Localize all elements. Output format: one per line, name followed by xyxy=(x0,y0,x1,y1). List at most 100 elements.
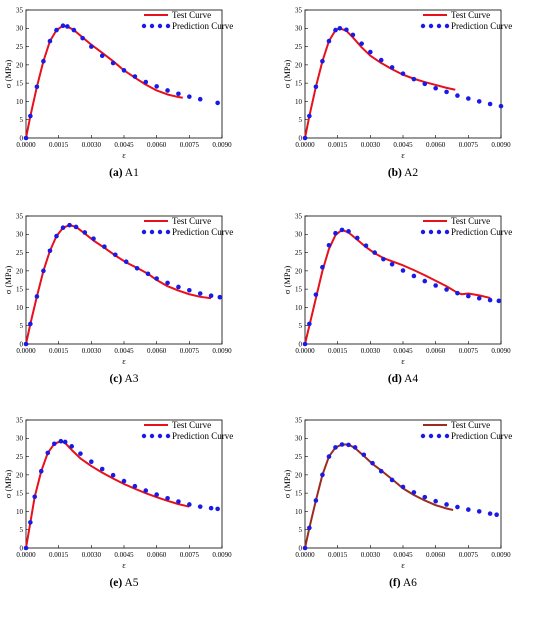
x-tick-label: 0.0090 xyxy=(491,141,511,149)
series-prediction-point xyxy=(339,442,345,447)
caption-letter: (d) xyxy=(388,373,402,385)
series-prediction-point xyxy=(363,243,369,248)
y-tick-label: 10 xyxy=(16,304,24,312)
x-tick-label: 0.0075 xyxy=(180,141,200,149)
series-prediction-point xyxy=(400,484,406,490)
series-test-curve-line xyxy=(25,24,183,139)
series-prediction-point xyxy=(217,294,223,300)
x-tick-label: 0.0015 xyxy=(49,551,69,559)
panel-caption: (c) A3 xyxy=(109,373,138,385)
series-prediction-point xyxy=(354,235,360,241)
x-tick-label: 0.0030 xyxy=(82,551,102,559)
series-prediction-point xyxy=(378,468,384,474)
x-tick-label: 0.0060 xyxy=(147,141,167,149)
series-prediction-point xyxy=(60,23,66,29)
series-prediction-point xyxy=(28,321,33,327)
series-prediction-point xyxy=(400,268,406,273)
x-tick-label: 0.0045 xyxy=(114,551,134,559)
series-prediction-point xyxy=(476,295,482,301)
legend-prediction-swatch-dot xyxy=(157,433,163,439)
y-tick-label: 35 xyxy=(295,6,303,14)
y-tick-label: 10 xyxy=(295,508,303,516)
series-prediction-point xyxy=(89,459,94,464)
series-prediction-point xyxy=(444,89,449,95)
series-prediction-point xyxy=(411,76,417,82)
series-prediction-point xyxy=(82,230,88,235)
y-axis-label: σ (MPa) xyxy=(3,60,13,89)
legend-test-label: Test Curve xyxy=(172,420,211,430)
legend-prediction-swatch-dot xyxy=(149,23,155,29)
series-prediction-point xyxy=(58,438,64,444)
panel-a4: 0 5 10 15 20 25 30 35 0.0000 0.0015 0.0030 0.0045 0.… xyxy=(282,212,512,385)
y-tick-label: 25 xyxy=(16,453,24,461)
x-tick-label: 0.0075 xyxy=(180,347,200,355)
series-prediction-point xyxy=(47,248,53,254)
series-prediction-point xyxy=(381,256,386,262)
legend-prediction-swatch-dot xyxy=(420,433,426,439)
series-prediction-point xyxy=(307,321,312,327)
series-prediction-point xyxy=(187,287,192,293)
series-prediction-point xyxy=(78,451,83,456)
y-tick-label: 0 xyxy=(299,340,303,348)
y-tick-label: 20 xyxy=(16,471,24,479)
legend-test-label: Test Curve xyxy=(451,216,490,226)
series-prediction-point xyxy=(176,91,181,97)
legend-prediction-swatch-dot xyxy=(165,433,171,439)
y-tick-label: 5 xyxy=(299,526,303,534)
series-prediction-point xyxy=(102,244,107,250)
x-tick-label: 0.0060 xyxy=(426,347,446,355)
x-tick-label: 0.0030 xyxy=(361,347,381,355)
y-tick-label: 35 xyxy=(16,416,24,424)
x-tick-label: 0.0015 xyxy=(49,141,69,149)
series-prediction-point xyxy=(487,101,493,107)
y-tick-label: 20 xyxy=(16,267,24,275)
legend-prediction-swatch-dot xyxy=(141,229,147,235)
y-tick-label: 25 xyxy=(16,249,24,257)
series-prediction-point xyxy=(60,225,66,230)
series-prediction-point xyxy=(389,477,395,483)
series-prediction-point xyxy=(132,74,138,79)
x-axis-label: ε xyxy=(401,356,405,366)
series-prediction-point xyxy=(444,287,449,292)
series-prediction-point xyxy=(110,472,116,478)
series-prediction-point xyxy=(176,499,181,504)
y-tick-label: 20 xyxy=(295,471,303,479)
series-prediction-point xyxy=(389,261,395,267)
legend-prediction-label: Prediction Curve xyxy=(172,431,233,441)
y-tick-label: 30 xyxy=(295,25,303,33)
series-prediction-point xyxy=(411,490,417,495)
y-tick-label: 35 xyxy=(16,212,24,220)
x-axis-label: ε xyxy=(401,560,405,570)
series-prediction-point xyxy=(23,545,29,551)
y-axis-label: σ (MPa) xyxy=(3,266,13,295)
series-prediction-point xyxy=(433,85,438,91)
y-axis-label: σ (MPa) xyxy=(3,470,13,499)
y-tick-label: 10 xyxy=(16,98,24,106)
series-prediction-point xyxy=(197,291,203,296)
x-tick-label: 0.0045 xyxy=(114,141,134,149)
legend-prediction-swatch-dot xyxy=(165,229,171,235)
series-prediction-point xyxy=(455,290,460,296)
x-tick-label: 0.0030 xyxy=(361,551,381,559)
series-prediction-point xyxy=(197,504,203,509)
x-axis-label: ε xyxy=(122,150,126,160)
series-prediction-point xyxy=(143,79,149,85)
series-prediction-point xyxy=(307,525,312,531)
series-prediction-point xyxy=(123,259,129,265)
x-tick-label: 0.0030 xyxy=(82,347,102,355)
series-prediction-point xyxy=(352,445,358,450)
series-prediction-point xyxy=(326,454,332,459)
y-tick-label: 0 xyxy=(20,544,24,552)
series-prediction-point xyxy=(466,96,471,101)
y-tick-label: 30 xyxy=(16,25,24,33)
legend-prediction-swatch-dot xyxy=(141,23,147,29)
legend-prediction-swatch-dot xyxy=(428,433,434,439)
legend-prediction-swatch-dot xyxy=(428,229,434,235)
legend-prediction-label: Prediction Curve xyxy=(172,21,233,31)
series-prediction-point xyxy=(165,88,170,93)
panel-caption: (f) A6 xyxy=(389,577,417,589)
series-prediction-point xyxy=(487,511,493,516)
x-tick-label: 0.0075 xyxy=(180,551,200,559)
y-tick-label: 20 xyxy=(16,61,24,69)
x-tick-label: 0.0075 xyxy=(459,347,479,355)
